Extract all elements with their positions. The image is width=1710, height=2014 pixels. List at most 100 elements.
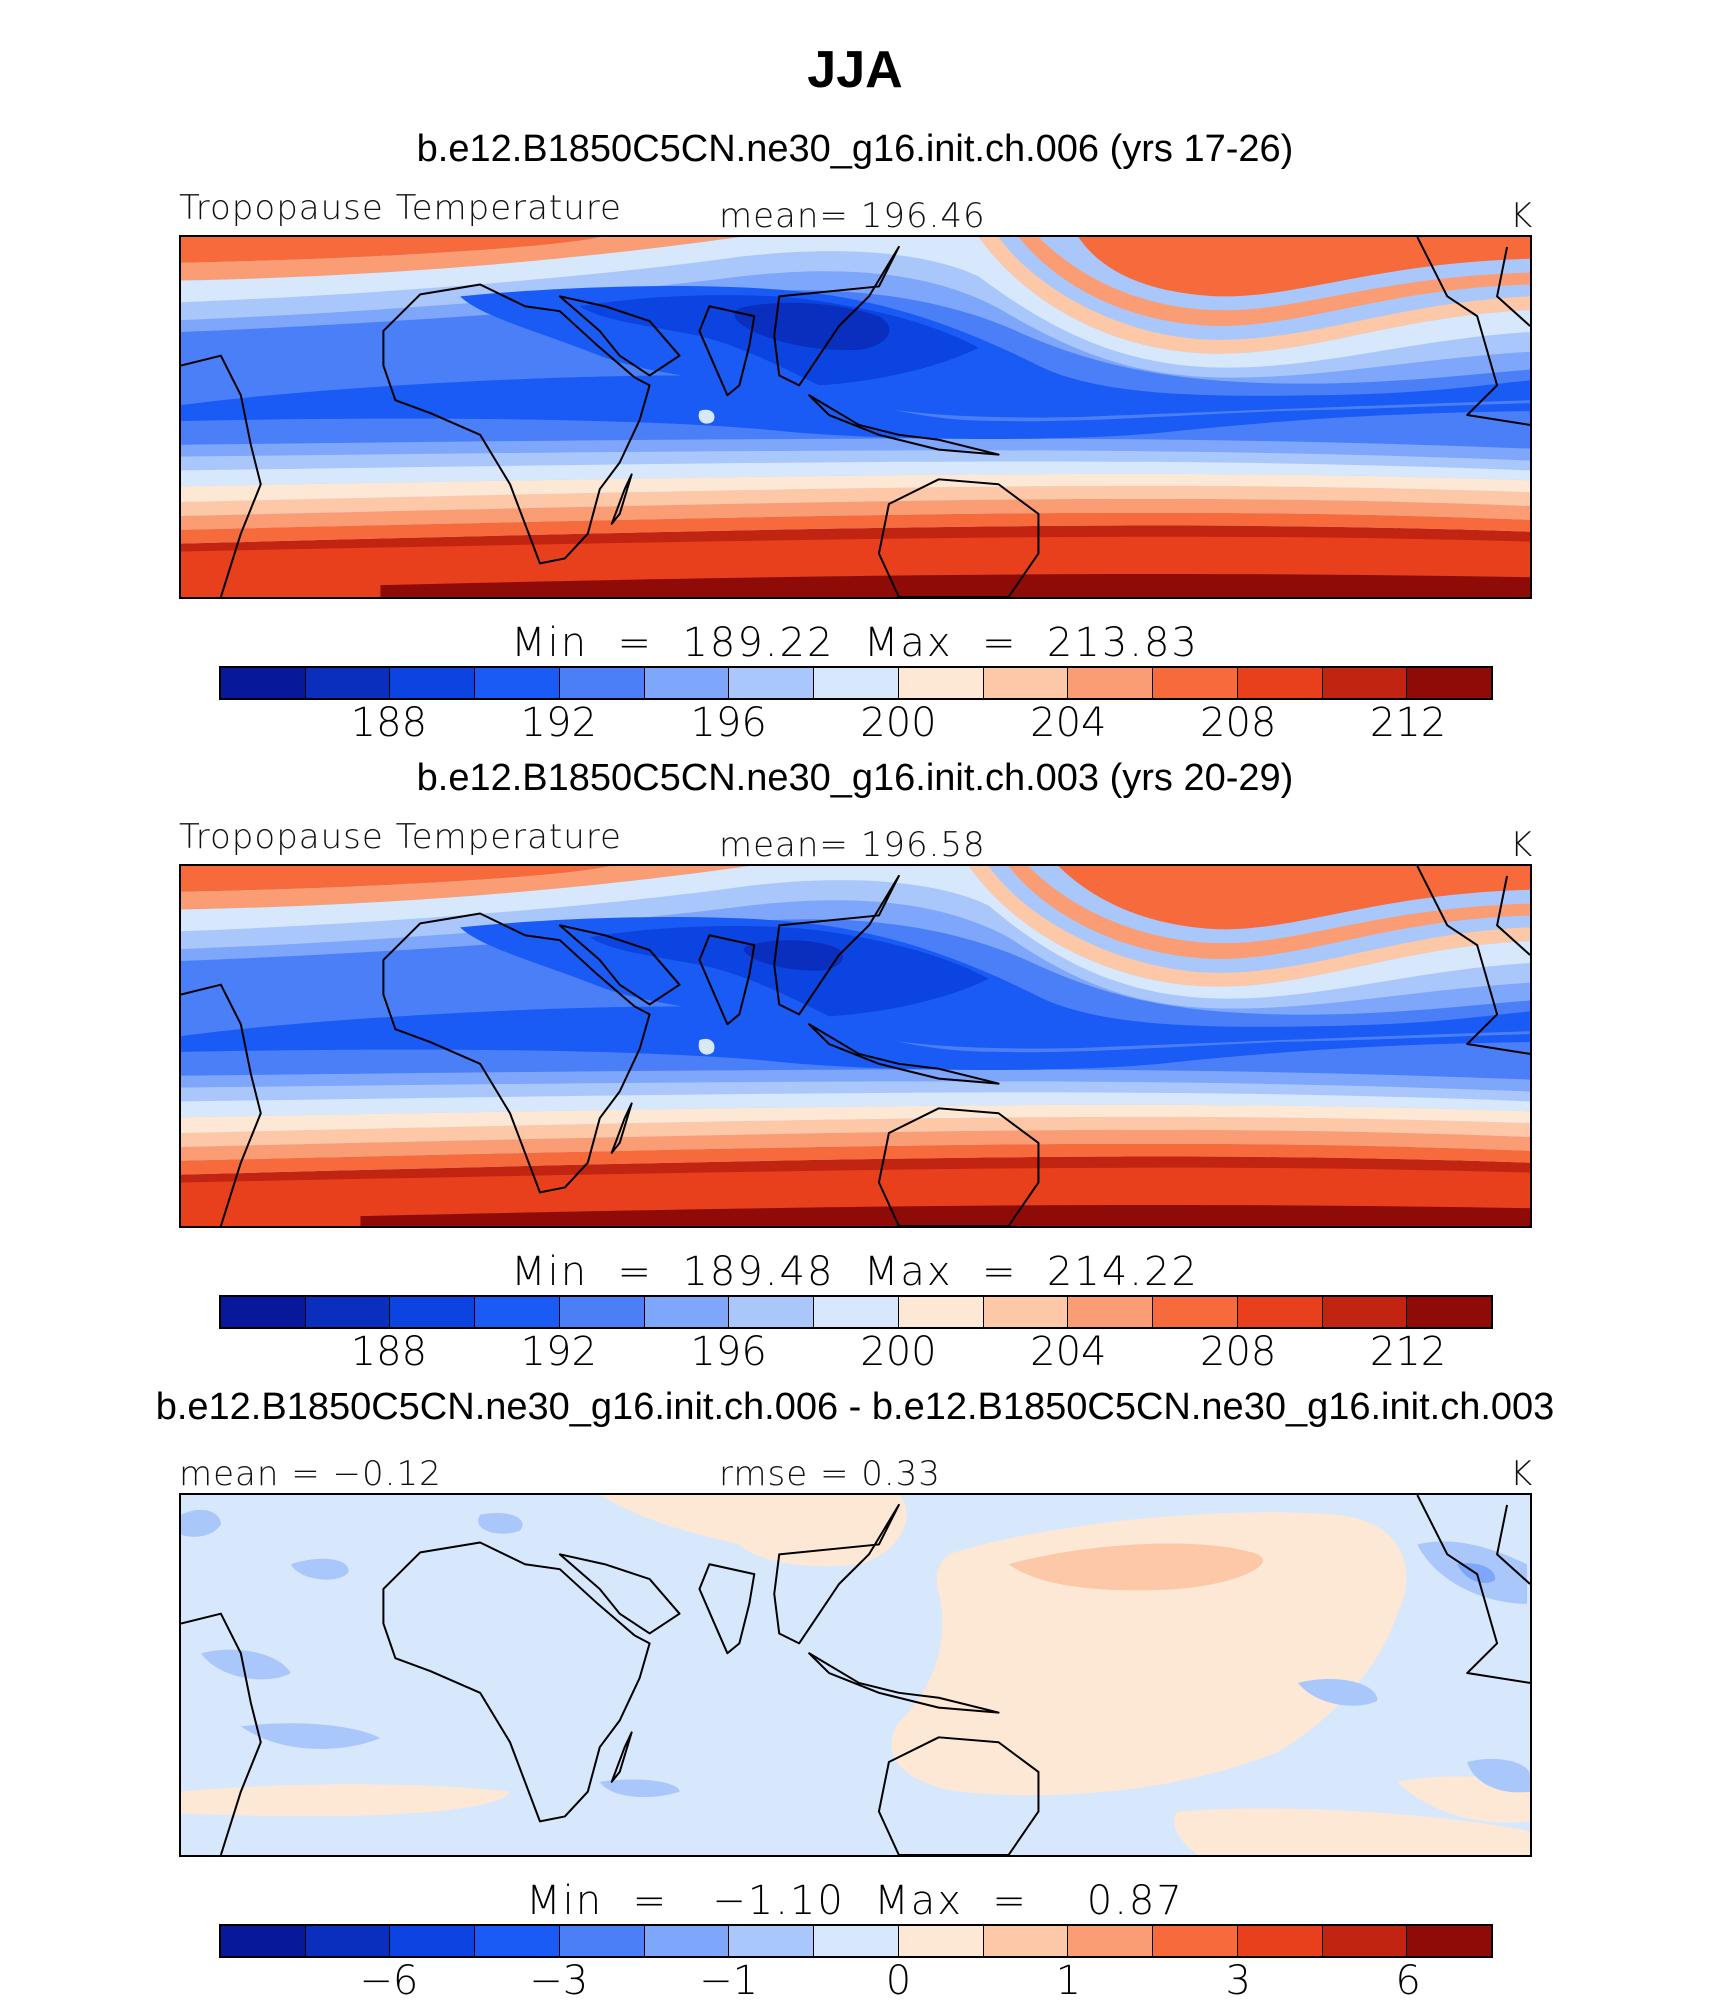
colorbar-swatch [559,1926,645,1956]
colorbar-tick-label: 188 [350,1329,428,1375]
contour-band [181,1104,1530,1134]
contour-band [181,512,1530,544]
colorbar-swatch [221,1297,306,1327]
coastline [610,1102,633,1154]
contour-band [181,473,1530,503]
coastline [773,1503,900,1645]
contour-band [1297,1678,1378,1706]
panel-2-colorbar [219,1295,1493,1329]
contour-band [1008,866,1530,959]
colorbar-swatch [898,1926,984,1956]
colorbar-swatch [1153,668,1238,698]
colorbar-swatch [1322,1297,1408,1327]
coastline [1416,1495,1530,1684]
colorbar-tick-label: 200 [860,700,937,746]
colorbar-swatch [390,1297,476,1327]
coastline [808,394,1000,456]
panel-2-map [179,864,1532,1228]
contour-band [1078,237,1530,297]
colorbar-swatch [475,1926,560,1956]
coastline [1416,866,1530,1055]
colorbar-tick-label: 208 [1200,1329,1277,1375]
colorbar-tick-label: 212 [1369,700,1447,746]
colorbar-swatch [1237,668,1323,698]
contour-band [290,1558,349,1580]
panel-2-colorbar-ticks: 188 192 196 200 204 208 212 [219,1329,1493,1375]
contour-map [181,1495,1530,1855]
coastline [382,912,651,1194]
coastline [808,1652,1000,1714]
coastline [877,1107,1040,1226]
panel-1-variable-label: Tropopause Temperature [179,188,622,228]
contour-band [891,1512,1407,1796]
colorbar-swatch [1237,1297,1323,1327]
colorbar-tick-label: −1 [699,1958,759,2004]
panel-1-title: b.e12.B1850C5CN.ne30_g16.init.ch.006 (yr… [416,128,1294,170]
panel-2-mean-label: mean= 196.58 [719,825,986,865]
panel-2-units-label: K [1510,825,1534,865]
contour-map [181,237,1530,597]
colorbar-swatch [814,668,899,698]
colorbar-swatch [221,1926,306,1956]
coastline [808,1023,1000,1085]
colorbar-tick-label: 204 [1030,1329,1107,1375]
contour-band [380,573,1530,597]
colorbar-swatch [1322,1926,1408,1956]
colorbar-swatch [559,1297,645,1327]
figure-title: JJA [807,41,903,99]
panel-1-min-max: Min = 189.22 Max = 213.83 [511,620,1199,666]
contour-band [1174,1808,1530,1855]
coastline [181,983,262,1226]
colorbar-swatch [729,668,815,698]
colorbar-swatch [1068,1297,1154,1327]
contour-band [181,485,1530,516]
colorbar-swatch [814,1926,899,1956]
colorbar-tick-label: 204 [1030,700,1107,746]
colorbar-swatch [559,668,645,698]
contour-band [181,237,740,281]
colorbar-swatch [305,1926,391,1956]
contour-band [181,237,600,263]
contour-band [978,237,1530,354]
panel-1-colorbar [219,666,1493,700]
colorbar-swatch [814,1297,899,1327]
colorbar-swatch [983,1297,1069,1327]
colorbar-swatch [1407,1297,1492,1327]
colorbar-tick-label: −3 [529,1958,589,2004]
contour-band [478,1513,523,1534]
contour-band [200,1649,291,1680]
colorbar-swatch [983,1926,1069,1956]
panel-3-colorbar [219,1924,1493,1958]
panel-3-rmse-label: rmse = 0.33 [719,1454,941,1494]
colorbar-swatch [1153,1297,1238,1327]
colorbar-tick-label: 196 [690,700,767,746]
colorbar-swatch [1237,1926,1323,1956]
colorbar-swatch [1322,668,1408,698]
colorbar-tick-label: 196 [690,1329,767,1375]
panel-3-title: b.e12.B1850C5CN.ne30_g16.init.ch.006 - b… [155,1386,1555,1428]
contour-band [1058,866,1530,930]
coastline [698,1563,756,1655]
contour-band [1018,237,1530,327]
colorbar-swatch [305,1297,391,1327]
colorbar-swatch [1068,1926,1154,1956]
panel-2-variable-label: Tropopause Temperature [179,817,622,857]
coastline [558,1553,681,1635]
colorbar-tick-label: 192 [520,1329,597,1375]
colorbar-swatch [729,1297,815,1327]
contour-band [1467,1758,1530,1793]
colorbar-swatch [644,1297,730,1327]
coastline [610,473,633,525]
colorbar-tick-label: 192 [520,700,597,746]
colorbar-tick-label: 208 [1200,700,1277,746]
coastline [382,283,651,565]
colorbar-swatch [644,668,730,698]
colorbar-swatch [1153,1926,1238,1956]
panel-1-units-label: K [1510,196,1534,236]
contour-band [240,1723,381,1749]
coastline [773,874,900,1016]
coastline [698,934,756,1026]
colorbar-tick-label: 200 [860,1329,937,1375]
coastline [181,1612,262,1855]
colorbar-swatch [898,1297,984,1327]
